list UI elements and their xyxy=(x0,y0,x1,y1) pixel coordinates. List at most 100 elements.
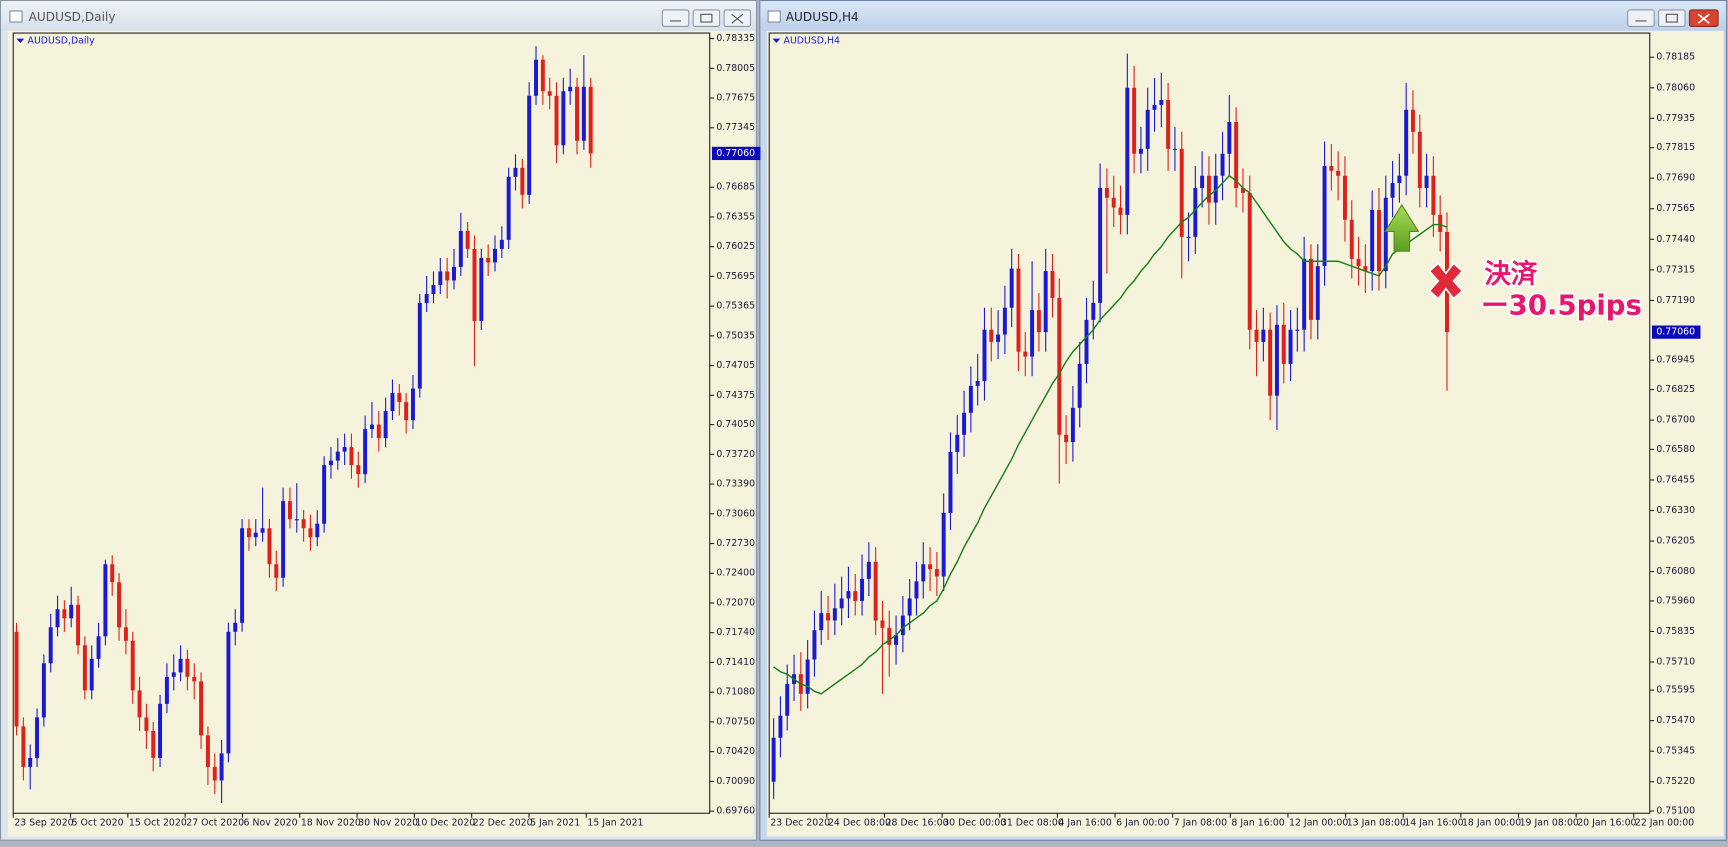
candle-body xyxy=(151,730,156,758)
candle-body xyxy=(486,257,491,263)
candle-body xyxy=(335,451,340,461)
charts: AUDUSD,Daily 0.78335 0.78005 0.77675 0.77345… xyxy=(12,32,1701,829)
candle-body xyxy=(219,753,224,781)
current-price-box xyxy=(1651,325,1701,339)
current-price-label: 0.77060 xyxy=(1656,327,1695,338)
candle-body xyxy=(328,460,333,466)
y-tick-label: 0.75035 xyxy=(716,330,755,341)
y-tick-label: 0.75345 xyxy=(1656,746,1695,757)
y-tick-label: 0.73060 xyxy=(716,508,755,519)
candle-body xyxy=(534,59,538,96)
candle-body xyxy=(103,564,108,637)
y-tick-label: 0.70750 xyxy=(716,716,755,727)
y-tick-label: 0.76945 xyxy=(1656,355,1695,366)
candle-body xyxy=(110,564,115,583)
x-tick-label: 10 Dec 2020 xyxy=(415,818,475,829)
x-tick-label: 18 Jan 00:00 xyxy=(1462,818,1521,829)
candle-body xyxy=(785,683,790,716)
y-tick-label: 0.69760 xyxy=(716,806,755,817)
annotation: 決済 ー30.5pips xyxy=(1384,203,1644,323)
candle-body xyxy=(240,528,245,623)
candle-body xyxy=(778,715,783,738)
candle-body xyxy=(342,447,347,452)
window-h4: AUDUSD,H4 xyxy=(759,0,1727,841)
candle-body xyxy=(41,663,46,718)
x-tick-label: 28 Dec 16:00 xyxy=(886,818,949,829)
candle-body xyxy=(1016,268,1021,352)
y-tick-label: 0.75595 xyxy=(1656,685,1695,696)
x-tick-label: 22 Dec 2020 xyxy=(473,818,533,829)
candle-body xyxy=(982,329,987,382)
candle-body xyxy=(894,635,899,645)
candle-body xyxy=(76,604,81,646)
annotation-text: 決済 xyxy=(1484,259,1537,290)
y-tick-label: 0.76080 xyxy=(1656,566,1695,577)
y-tick-label: 0.72070 xyxy=(716,597,755,608)
candle-body xyxy=(82,645,87,691)
x-tick-label: 24 Dec 08:00 xyxy=(828,818,891,829)
candle-body xyxy=(1376,209,1381,272)
current-price-label: 0.77060 xyxy=(716,148,755,159)
y-tick-label: 0.76330 xyxy=(1656,505,1695,516)
candle-body xyxy=(1281,324,1286,364)
candle-body xyxy=(1111,197,1116,208)
y-tick-label: 0.75220 xyxy=(1656,776,1695,787)
candle-body xyxy=(1070,407,1075,443)
y-tick-label: 0.72400 xyxy=(716,568,755,579)
candle-body xyxy=(887,627,892,645)
y-tick-label: 0.77315 xyxy=(1656,264,1695,275)
candle-body xyxy=(315,523,320,538)
candle-body xyxy=(1370,209,1375,272)
candle-body xyxy=(1043,271,1048,333)
window-title: AUDUSD,Daily xyxy=(29,10,116,24)
candle-body xyxy=(28,757,33,767)
y-tick-label: 0.71080 xyxy=(716,687,755,698)
y-tick-label: 0.76580 xyxy=(1656,444,1695,455)
candle-body xyxy=(178,658,183,673)
candle-body xyxy=(274,564,279,578)
candle-body xyxy=(301,519,306,529)
candle-body xyxy=(575,86,580,141)
y-tick-label: 0.74705 xyxy=(716,360,755,371)
candle-body xyxy=(520,167,525,195)
y-tick-label: 0.75100 xyxy=(1656,806,1695,817)
candle-body xyxy=(62,609,67,619)
candle-body xyxy=(1104,187,1109,198)
candle-body xyxy=(1404,109,1409,176)
candle-body xyxy=(1036,310,1041,333)
candle-body xyxy=(281,501,286,578)
candle-body xyxy=(55,609,60,628)
candle-body xyxy=(948,451,953,513)
maximize-button[interactable] xyxy=(1658,9,1686,27)
candle-body xyxy=(513,167,518,177)
candle-body xyxy=(907,598,912,616)
x-tick-label: 6 Nov 2020 xyxy=(244,818,298,829)
y-tick-label: 0.76205 xyxy=(1656,536,1695,547)
candle-body xyxy=(839,598,844,609)
x-tick-label: 23 Dec 2020 xyxy=(770,818,830,829)
y-tick-label: 0.73390 xyxy=(716,479,755,490)
y-tick-label: 0.78005 xyxy=(716,63,755,74)
x-tick-label: 15 Oct 2020 xyxy=(129,818,187,829)
minimize-button[interactable] xyxy=(1627,9,1655,27)
y-tick-label: 0.77190 xyxy=(1656,295,1695,306)
y-tick-label: 0.77565 xyxy=(1656,203,1695,214)
candle-body xyxy=(1138,148,1143,154)
candle-body xyxy=(1227,121,1232,154)
candle-body xyxy=(1200,175,1205,188)
candle-body xyxy=(914,581,919,599)
y-tick-label: 0.70420 xyxy=(716,746,755,757)
y-tick-label: 0.77690 xyxy=(1656,173,1695,184)
minimize-button[interactable] xyxy=(661,9,690,27)
candle-body xyxy=(171,672,176,677)
y-tick-label: 0.77440 xyxy=(1656,234,1695,245)
candle-body xyxy=(1336,170,1341,176)
candle-body xyxy=(1268,329,1273,396)
candle-body xyxy=(819,613,824,631)
candle-body xyxy=(424,293,429,303)
candle-body xyxy=(1383,197,1388,272)
maximize-button[interactable] xyxy=(692,9,721,27)
candle-body xyxy=(349,447,354,466)
x-tick-label: 31 Dec 08:00 xyxy=(1001,818,1064,829)
